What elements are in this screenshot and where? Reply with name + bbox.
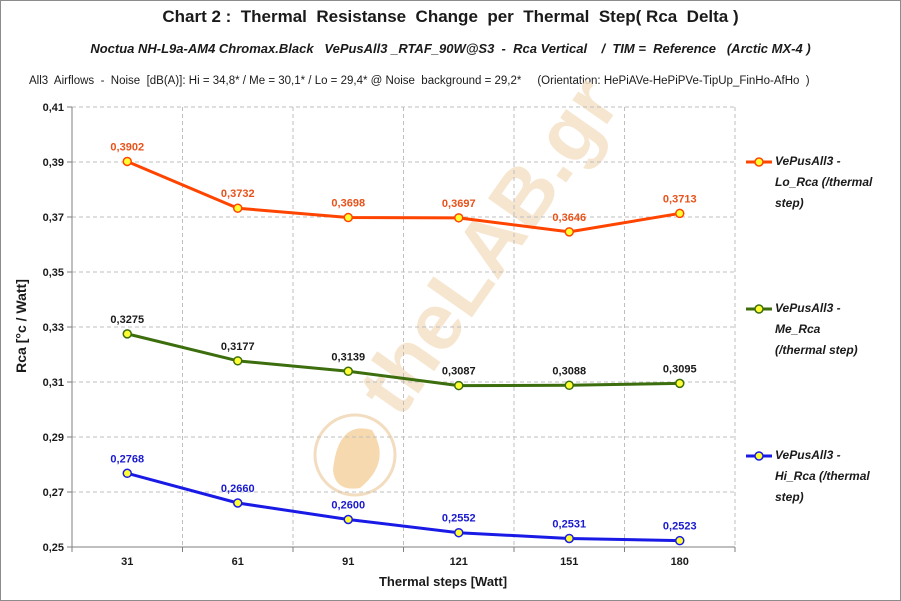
data-point — [122, 156, 132, 167]
gridlines — [72, 106, 735, 547]
data-point — [122, 329, 132, 339]
data-label: 0,2523 — [663, 521, 697, 533]
data-label: 0,3698 — [331, 198, 365, 210]
legend-label-line: VePusAll3 - — [775, 448, 841, 462]
data-point — [343, 366, 353, 377]
y-tick-label: 0,33 — [43, 322, 64, 334]
data-label: 0,3697 — [442, 198, 476, 210]
series-3: 0,2768 0,2660 0,2600 0,2552 0,2531 0,2523 — [110, 453, 697, 546]
data-label: 0,2660 — [221, 483, 255, 495]
data-point — [454, 527, 464, 538]
legend-swatch — [746, 304, 772, 314]
x-tick-label: 121 — [450, 556, 468, 568]
legend-label: VePusAll3 - Me_Rca (/thermal step) — [775, 298, 893, 361]
legend-label-line: (/thermal step) — [775, 343, 858, 357]
data-point — [564, 533, 574, 544]
legend-swatch — [746, 157, 772, 167]
noise-info: All3 Airflows - Noise [dB(A)]: Hi = 34,8… — [29, 75, 810, 87]
y-axis-ticks: 0,25 0,27 0,29 0,31 0,33 0,35 0,37 0,39 0,41 — [43, 102, 72, 554]
data-point — [454, 380, 464, 391]
data-label: 0,3139 — [331, 351, 365, 363]
legend-label-line: step) — [775, 490, 804, 504]
x-tick-label: 61 — [232, 556, 244, 568]
data-label: 0,3095 — [663, 363, 697, 375]
data-point — [675, 208, 685, 219]
legend-label-line: Me_Rca — [775, 322, 821, 336]
data-label: 0,3732 — [221, 188, 255, 200]
watermark-logo: theLAB.gr — [313, 62, 636, 497]
data-label: 0,3177 — [221, 341, 255, 353]
series-line — [126, 471, 680, 543]
data-point — [122, 468, 132, 479]
data-label: 0,3275 — [110, 314, 144, 326]
data-point — [675, 535, 685, 546]
legend-swatch-marker — [754, 304, 764, 314]
legend-label-line: step) — [775, 196, 804, 210]
data-label: 0,3902 — [110, 141, 144, 153]
series-line — [126, 160, 680, 234]
legend-label: VePusAll3 - Hi_Rca (/thermal step) — [775, 445, 893, 508]
data-point — [343, 212, 353, 223]
y-tick-label: 0,35 — [43, 267, 64, 279]
data-point — [233, 356, 243, 366]
series-layer: 0,3902 0,3732 0,3698 0,3697 0,3646 0,3713 0,32… — [110, 141, 697, 546]
data-point — [564, 380, 574, 391]
chart-subtitle: Noctua NH-L9a-AM4 Chromax.Black VePusAll… — [90, 41, 811, 56]
series-1: 0,3902 0,3732 0,3698 0,3697 0,3646 0,3713 — [110, 141, 697, 237]
watermark-flask — [333, 428, 380, 489]
x-tick-label: 91 — [342, 556, 354, 568]
y-tick-label: 0,39 — [43, 157, 64, 169]
data-point — [233, 203, 243, 213]
data-point — [233, 498, 243, 508]
legend-label-line: Hi_Rca (/thermal — [775, 469, 870, 483]
legend-label-line: Lo_Rca (/thermal — [775, 175, 873, 189]
data-point — [564, 227, 574, 237]
chart-title: Chart 2 : Thermal Resistanse Change per … — [162, 7, 739, 26]
y-tick-label: 0,27 — [43, 487, 64, 499]
data-label: 0,3087 — [442, 366, 476, 378]
y-tick-label: 0,29 — [43, 432, 64, 444]
data-point — [675, 378, 685, 389]
y-tick-label: 0,37 — [43, 212, 64, 224]
legend-label-line: VePusAll3 - — [775, 154, 841, 168]
data-label: 0,2600 — [331, 500, 365, 512]
series-2: 0,3275 0,3177 0,3139 0,3087 0,3088 0,3095 — [110, 314, 697, 391]
data-label: 0,2531 — [552, 518, 586, 530]
x-axis-label: Thermal steps [Watt] — [379, 574, 507, 589]
series-line — [126, 332, 680, 388]
y-tick-label: 0,31 — [43, 377, 64, 389]
data-point — [454, 213, 464, 223]
legend-label: VePusAll3 - Lo_Rca (/thermal step) — [775, 151, 893, 214]
x-tick-label: 180 — [671, 556, 689, 568]
data-label: 0,2768 — [110, 453, 144, 465]
y-tick-label: 0,41 — [43, 102, 64, 114]
x-tick-label: 31 — [121, 556, 133, 568]
data-label: 0,3713 — [663, 193, 697, 205]
x-tick-label: 151 — [560, 556, 578, 568]
data-label: 0,3646 — [552, 212, 586, 224]
y-tick-label: 0,25 — [43, 542, 64, 554]
data-point — [343, 514, 353, 525]
legend-label-line: VePusAll3 - — [775, 301, 841, 315]
legend-swatch — [746, 451, 772, 461]
y-axis-label: Rca [°c / Watt] — [13, 279, 29, 373]
legend-swatch-marker — [754, 157, 764, 167]
x-axis-ticks: 31 61 91 121 151 180 — [71, 547, 736, 568]
legend-swatch-marker — [754, 451, 764, 461]
data-label: 0,2552 — [442, 513, 476, 525]
data-label: 0,3088 — [552, 365, 586, 377]
watermark-circle — [313, 413, 397, 497]
